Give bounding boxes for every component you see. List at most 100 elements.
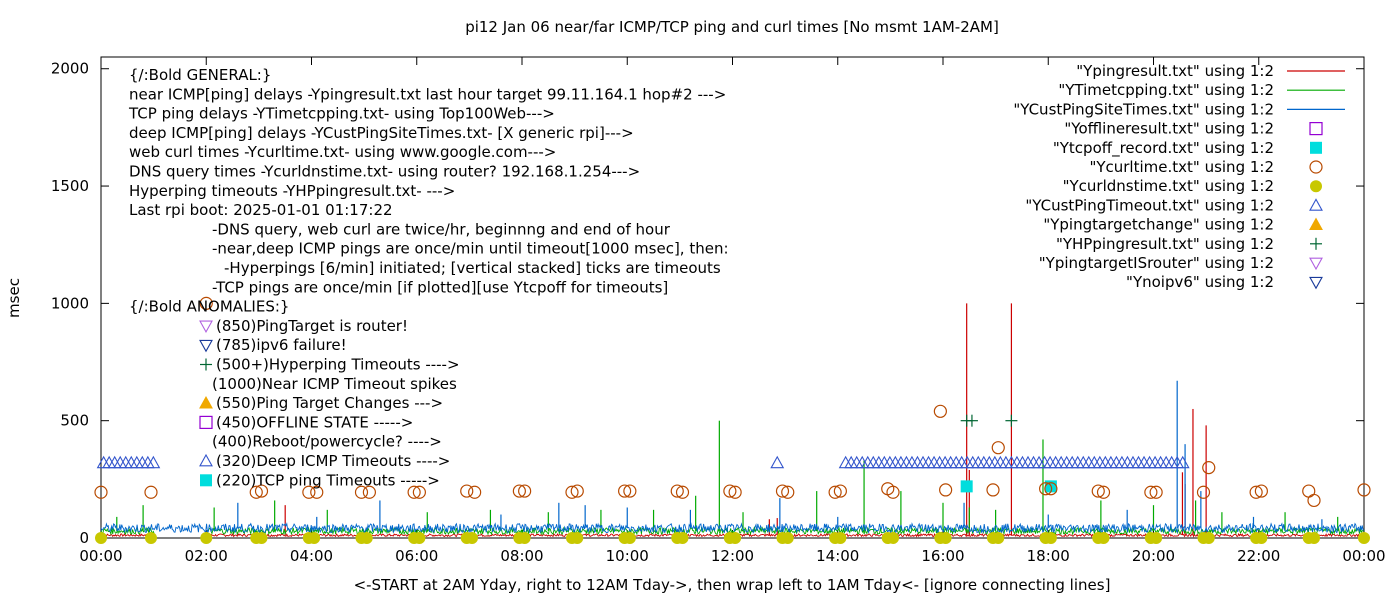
data-point bbox=[775, 484, 790, 498]
annotation-note: DNS query times -Ycurldnstime.txt- using… bbox=[129, 163, 640, 181]
legend-label: "Ytcpoff_record.txt" using 1:2 bbox=[1053, 139, 1274, 158]
legend-swatch bbox=[1309, 198, 1323, 211]
y-tick-label: 2000 bbox=[51, 60, 89, 78]
data-point bbox=[512, 484, 526, 498]
data-point bbox=[354, 485, 369, 499]
data-point bbox=[407, 485, 421, 499]
x-tick-label: 10:00 bbox=[606, 547, 649, 565]
legend-swatch bbox=[1310, 141, 1322, 154]
data-point bbox=[254, 484, 269, 498]
legend-label: "Ypingresult.txt" using 1:2 bbox=[1076, 62, 1274, 80]
data-point bbox=[460, 484, 474, 498]
data-point bbox=[1149, 485, 1163, 499]
legend-label: "YTimetcpping.txt" using 1:2 bbox=[1058, 81, 1274, 99]
legend-label: "YpingtargetISrouter" using 1:2 bbox=[1039, 254, 1274, 272]
data-point bbox=[1202, 461, 1216, 475]
data-point bbox=[728, 485, 742, 499]
data-point bbox=[770, 455, 785, 469]
data-point bbox=[1308, 532, 1321, 544]
data-point bbox=[723, 484, 737, 498]
data-point bbox=[1044, 482, 1058, 496]
data-point bbox=[1091, 484, 1105, 498]
data-point bbox=[571, 532, 584, 544]
data-point bbox=[1358, 532, 1370, 544]
legend-swatch bbox=[1309, 257, 1323, 271]
x-tick-label: 14:00 bbox=[816, 547, 859, 565]
series-line bbox=[101, 522, 1364, 534]
legend-swatch bbox=[1309, 121, 1323, 136]
annotation-note: (220)TCP ping Timeouts -----> bbox=[216, 471, 440, 489]
data-point bbox=[518, 532, 531, 544]
legend-label: "Ynoipv6" using 1:2 bbox=[1126, 273, 1274, 291]
legend-swatch bbox=[1309, 217, 1323, 230]
note-marker bbox=[200, 474, 212, 487]
data-point bbox=[729, 532, 742, 544]
data-point bbox=[1249, 485, 1263, 499]
note-marker bbox=[199, 395, 213, 409]
x-tick-label: 18:00 bbox=[1027, 547, 1070, 565]
annotation-note: -Hyperpings [6/min] initiated; [vertical… bbox=[224, 259, 721, 277]
data-point bbox=[412, 485, 426, 499]
data-point bbox=[95, 532, 107, 544]
annotation-note: -DNS query, web curl are twice/hr, begin… bbox=[212, 220, 671, 238]
data-point bbox=[933, 404, 947, 418]
y-axis-label: msec bbox=[5, 278, 23, 318]
data-point bbox=[466, 532, 479, 544]
x-tick-label: 04:00 bbox=[290, 547, 333, 565]
y-tick-label: 500 bbox=[60, 412, 89, 430]
x-tick-label: 06:00 bbox=[395, 547, 438, 565]
annotation-note: {/:Bold ANOMALIES:} bbox=[129, 298, 289, 316]
data-point bbox=[249, 485, 263, 499]
data-point bbox=[939, 532, 952, 544]
x-tick-label: 02:00 bbox=[185, 547, 228, 565]
legend-label: "Ycurltime.txt" using 1:2 bbox=[1089, 158, 1274, 176]
annotation-note: (320)Deep ICMP Timeouts ----> bbox=[216, 452, 450, 470]
data-point bbox=[1307, 493, 1321, 508]
data-point bbox=[833, 484, 847, 498]
data-point bbox=[886, 485, 900, 499]
x-tick-label: 08:00 bbox=[500, 547, 543, 565]
legend-label: "YCustPingTimeout.txt" using 1:2 bbox=[1025, 196, 1274, 214]
annotation-note: -TCP pings are once/min [if plotted][use… bbox=[212, 278, 668, 296]
data-point bbox=[992, 532, 1005, 544]
data-point bbox=[518, 484, 532, 498]
data-point bbox=[887, 532, 900, 544]
data-point bbox=[146, 455, 161, 469]
x-tick-label: 16:00 bbox=[921, 547, 964, 565]
data-point bbox=[1202, 532, 1215, 544]
annotation-note: Last rpi boot: 2025-01-01 01:17:22 bbox=[129, 201, 393, 219]
data-point bbox=[623, 484, 637, 498]
legend-label: "Ypingtargetchange" using 1:2 bbox=[1043, 216, 1274, 234]
data-point bbox=[308, 532, 321, 544]
data-point bbox=[1196, 485, 1211, 499]
data-point bbox=[565, 485, 579, 499]
data-point bbox=[1175, 455, 1190, 469]
annotation-note: (400)Reboot/powercycle? ----> bbox=[212, 433, 442, 451]
legend-swatch bbox=[1309, 276, 1323, 290]
chart-title: pi12 Jan 06 near/far ICMP/TCP ping and c… bbox=[465, 18, 999, 36]
data-point bbox=[255, 532, 268, 544]
y-tick-label: 1500 bbox=[51, 177, 89, 195]
data-point bbox=[1254, 484, 1268, 498]
data-point bbox=[1357, 483, 1371, 497]
annotation-note: deep ICMP[ping] delays -YCustPingSiteTim… bbox=[129, 124, 634, 142]
x-tick-label: 22:00 bbox=[1237, 547, 1280, 565]
legend-label: "YCustPingSiteTimes.txt" using 1:2 bbox=[1013, 100, 1274, 118]
note-marker bbox=[200, 358, 212, 371]
note-marker bbox=[199, 339, 213, 353]
data-point bbox=[1044, 532, 1057, 544]
data-point bbox=[413, 532, 426, 544]
legend-swatch bbox=[1309, 160, 1323, 174]
legend-swatch bbox=[1310, 180, 1322, 193]
data-point bbox=[1096, 485, 1111, 499]
data-point bbox=[781, 532, 794, 544]
data-point bbox=[991, 441, 1005, 455]
annotation-note: (500+)Hyperping Timeouts ----> bbox=[216, 356, 460, 374]
data-point bbox=[960, 480, 973, 493]
x-axis-label: <-START at 2AM Yday, right to 12AM Tday-… bbox=[354, 576, 1111, 594]
legend-label: "YHPpingresult.txt" using 1:2 bbox=[1056, 235, 1274, 253]
annotation-note: (450)OFFLINE STATE -----> bbox=[216, 413, 413, 431]
data-point bbox=[1144, 485, 1158, 499]
